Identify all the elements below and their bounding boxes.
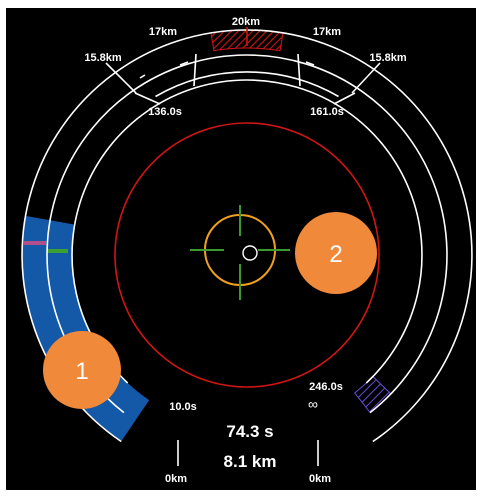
- mid-right-separator: [351, 62, 381, 94]
- upper-left-separator: [193, 53, 197, 87]
- badge-1-label: 1: [75, 358, 88, 385]
- time-readout: 74.3 s: [226, 422, 273, 441]
- time-label-lower-right: 246.0s: [309, 381, 343, 393]
- distance-readout: 8.1 km: [224, 452, 277, 471]
- badge-2[interactable]: [295, 212, 377, 294]
- time-label-lower-left: 10.0s: [169, 401, 197, 413]
- range-label-mid-left: 15.8km: [84, 52, 122, 64]
- mark-161-leader: [333, 92, 356, 105]
- infinity-label: ∞: [308, 396, 318, 412]
- range-label-top: 20km: [232, 16, 260, 28]
- upper-right-separator: [297, 53, 301, 87]
- left-marker-green: [48, 249, 68, 253]
- target-ring: [114, 122, 380, 388]
- inner-top-arc: [155, 71, 339, 98]
- dash-right-1: [305, 61, 315, 66]
- second-ring-right: [246, 54, 448, 414]
- crosshair: [190, 205, 290, 300]
- dash-left-2: [139, 74, 146, 79]
- time-label-upper-right: 161.0s: [310, 106, 344, 118]
- left-marker-pink: [24, 241, 46, 245]
- badge-1[interactable]: [43, 331, 121, 409]
- time-label-upper-left: 136.0s: [148, 106, 182, 118]
- mid-left-separator: [105, 62, 137, 94]
- mark-136-leader: [134, 92, 161, 105]
- dash-left-1: [179, 61, 189, 66]
- range-label-upper-right: 17km: [313, 26, 341, 38]
- range-label-bottom-right: 0km: [309, 473, 331, 485]
- range-label-bottom-left: 0km: [165, 473, 187, 485]
- badge-2-label: 2: [329, 241, 342, 268]
- third-ring-right: [246, 79, 423, 384]
- separators: [105, 27, 381, 466]
- center-marker: [242, 245, 258, 261]
- range-label-upper-left: 17km: [149, 26, 177, 38]
- outer-ring-right: [246, 29, 473, 443]
- range-label-mid-right: 15.8km: [369, 52, 407, 64]
